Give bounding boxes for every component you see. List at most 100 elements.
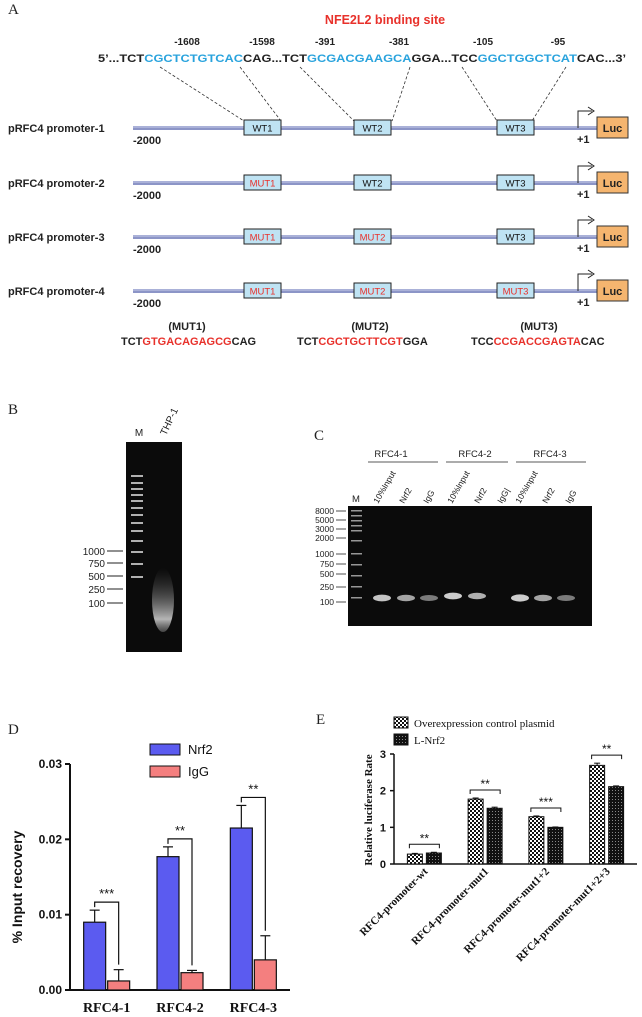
bar-igg [180,972,204,991]
binding-site-label: MUT1 [250,233,276,244]
marker-label: 500 [320,569,334,579]
y-axis-label: Relative luciferase Rate [363,754,375,865]
bar-series-1 [467,798,484,865]
bar-series-2 [608,786,625,865]
significance-bracket [591,754,623,760]
panel-d-chart: D % Input recovery 0.00 0.01 0.02 0.03 *** RF… [8,722,290,1012]
binding-site-box [243,282,282,299]
bar-series-2 [425,852,442,865]
marker-label: 750 [88,559,105,570]
marker-lane-label: M [352,494,360,505]
bar-igg [253,959,277,991]
construct-name: pRFC4 promoter-4 [8,286,105,298]
panel-e-letter: E [316,712,325,728]
lane-label: 10%Input [513,468,540,505]
binding-site-box [353,119,392,136]
marker-label: 1000 [83,547,106,558]
marker-label: 750 [320,559,334,569]
sample-smear [152,568,174,632]
pcr-band [373,594,391,602]
bar-nrf2 [229,827,253,991]
binding-site-box [496,228,535,245]
lane-label: 10%Input [445,468,472,505]
marker-label: 1000 [315,549,334,559]
marker-label: 100 [88,599,105,610]
legend-swatch [149,765,181,778]
pcr-band [420,595,438,601]
construct-name: pRFC4 promoter-3 [8,232,105,244]
panel-c: C RFC4-1 RFC4-2 RFC4-3 10%Input Nrf2 IgG… [314,428,592,626]
start-label: -2000 [133,135,161,147]
luciferase-label: Luc [603,232,623,244]
panel-c-letter: C [314,428,324,444]
marker-label: 8000 [315,506,334,516]
tss-arrowhead [587,106,595,116]
significance-bracket [469,789,501,794]
x-tick-label: RFC4-2 [156,1001,203,1012]
significance-bracket [94,901,120,965]
position-label: -391 [315,37,335,48]
luciferase-box [596,171,629,194]
connector-line [299,66,355,122]
binding-site-label: WT3 [505,124,525,135]
significance-label: ** [480,777,490,791]
binding-site-box [496,119,535,136]
tss-arrowhead [587,215,595,225]
legend-swatch [393,733,409,746]
bar-igg [107,980,131,991]
pcr-band [511,594,529,602]
binding-site-box [243,228,282,245]
y-tick-label: 0 [380,859,386,871]
mut3-title: (MUT3) [520,321,558,333]
legend-swatch [149,743,181,756]
mut1-sequence: TCTGTGACAGAGCGCAG [121,336,256,348]
chip-ladder-lane [351,510,362,599]
panel-d-letter: D [8,722,19,738]
bar-nrf2 [83,921,107,991]
significance-bracket [167,838,193,966]
pcr-band [468,592,486,600]
lane-label: Nrf2 [472,486,489,505]
panel-a-letter: A [8,2,19,18]
construct-row: pRFC4 promoter-1 -2000 WT1 WT2 WT3 +1 Luc [8,106,629,147]
pcr-band [534,594,552,602]
start-label: -2000 [133,190,161,202]
position-label: -1598 [249,37,275,48]
luciferase-box [596,279,629,302]
bar-series-1 [406,853,423,865]
lane-label: Nrf2 [540,486,557,505]
luciferase-label: Luc [603,286,623,298]
panel-e-chart: E Relative luciferase Rate 0123**RFC4-pr… [316,712,637,964]
tss-arrowhead [587,269,595,279]
marker-label: 250 [88,585,105,596]
legend-label: L-Nrf2 [414,735,445,747]
marker-label: 3000 [315,524,334,534]
marker-label: 250 [320,582,334,592]
lane-label: 10%Input [371,468,398,505]
binding-site-label: WT2 [362,179,382,190]
significance-label: *** [99,886,114,901]
position-label: -381 [389,37,409,48]
construct-row: pRFC4 promoter-4 -2000 MUT1 MUT2 MUT3 +1 Luc [8,269,629,310]
significance-label: *** [539,795,553,809]
panel-b: B M THP-1 1000 750 500 250 100 [8,402,182,652]
significance-label: ** [602,742,612,756]
tss-label: +1 [577,189,590,201]
significance-bracket [408,843,440,849]
position-label: -95 [551,37,566,48]
binding-site-label: MUT2 [360,233,386,244]
pcr-band [397,594,415,602]
pcr-band [444,592,462,600]
mut2-title: (MUT2) [351,321,389,333]
connector-line [461,66,498,122]
binding-site-box [353,282,392,299]
significance-label: ** [175,823,185,838]
binding-site-label: MUT3 [503,287,529,298]
tss-arrow-icon [577,219,592,237]
group-label: RFC4-1 [374,449,407,460]
bar-series-1 [589,764,606,865]
connector-line [531,66,567,122]
connector-line [391,66,411,122]
binding-site-label: WT2 [362,124,382,135]
legend-label: IgG [188,764,209,779]
